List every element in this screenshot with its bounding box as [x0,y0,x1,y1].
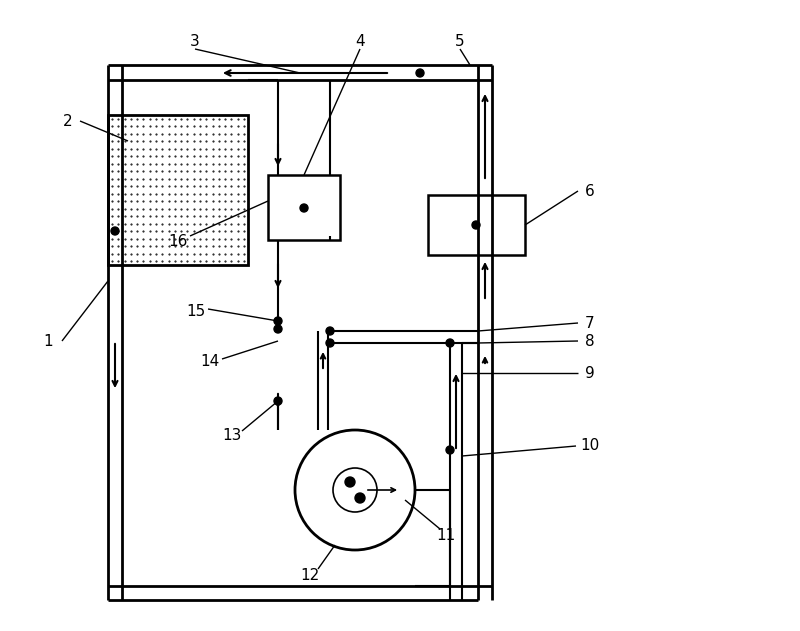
Bar [268,175,340,240]
Circle shape [355,493,365,503]
Text: 2: 2 [63,114,73,129]
Text: 4: 4 [355,33,365,49]
Text: 12: 12 [300,569,320,584]
Text: 3: 3 [190,33,200,49]
Circle shape [446,339,454,347]
Bar [428,195,525,255]
Text: 9: 9 [585,365,595,380]
Circle shape [274,397,282,405]
Bar [108,115,248,265]
Circle shape [416,69,424,77]
Text: 13: 13 [222,428,242,444]
Circle shape [300,204,308,212]
Circle shape [111,227,119,235]
Text: 8: 8 [585,334,595,348]
Text: 10: 10 [580,439,600,454]
Text: 15: 15 [186,304,206,319]
Text: 5: 5 [455,33,465,49]
Circle shape [326,327,334,335]
Circle shape [446,446,454,454]
Text: 11: 11 [436,529,456,543]
Circle shape [326,339,334,347]
Text: 6: 6 [585,184,595,199]
Circle shape [274,325,282,333]
Circle shape [274,317,282,325]
Text: 16: 16 [168,233,188,249]
Circle shape [345,477,355,487]
Text: 7: 7 [585,316,595,331]
Text: 14: 14 [200,353,220,369]
Circle shape [472,221,480,229]
Text: 1: 1 [43,334,53,348]
